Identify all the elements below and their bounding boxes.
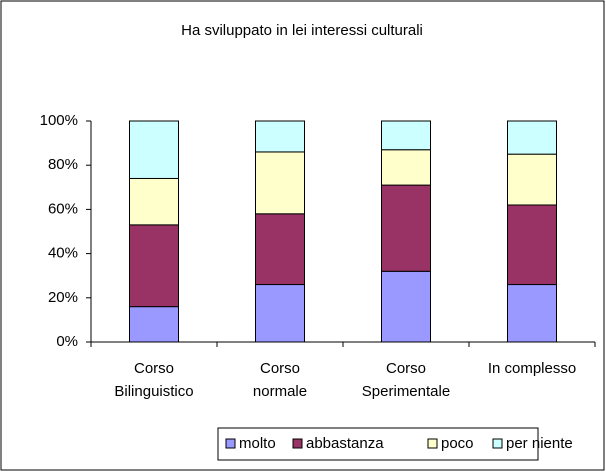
legend-label: molto [239,435,276,452]
bar-segment [381,184,431,272]
legend-label: per niente [506,435,573,452]
legend-label: poco [441,435,474,452]
x-tick-label: Corso Bilinguistico [114,360,193,400]
bar-segment [255,213,305,286]
bar-segment [255,120,305,153]
y-tick-label: 20% [48,289,78,306]
bar-segment [507,120,557,155]
bar-segment [381,270,431,343]
legend-swatch [427,438,438,449]
bar-segment [507,153,557,206]
x-tick-label: Corso normale [253,360,307,400]
bar-segment [129,120,179,179]
legend-swatch [225,438,236,449]
bar-segment [381,120,431,151]
bar-segment [255,284,305,343]
legend-box [217,427,539,461]
bar-segment [381,149,431,186]
y-tick-label: 0% [56,333,78,350]
y-tick-label: 40% [48,245,78,262]
legend-swatch [492,438,503,449]
bar-segment [507,204,557,286]
y-tick-label: 60% [48,200,78,217]
bar-segment [507,284,557,343]
chart-title: Ha sviluppato in lei interessi culturali [181,22,423,39]
y-tick-label: 80% [48,156,78,173]
legend-swatch [292,438,303,449]
x-tick-label: In complesso [488,360,576,377]
legend-label: abbastanza [306,435,384,452]
bar-segment [255,151,305,215]
bar-segment [129,177,179,226]
x-tick-label: Corso Sperimentale [362,360,450,400]
bar-segment [129,224,179,308]
y-tick-label: 100% [40,112,78,129]
bar-segment [129,306,179,343]
